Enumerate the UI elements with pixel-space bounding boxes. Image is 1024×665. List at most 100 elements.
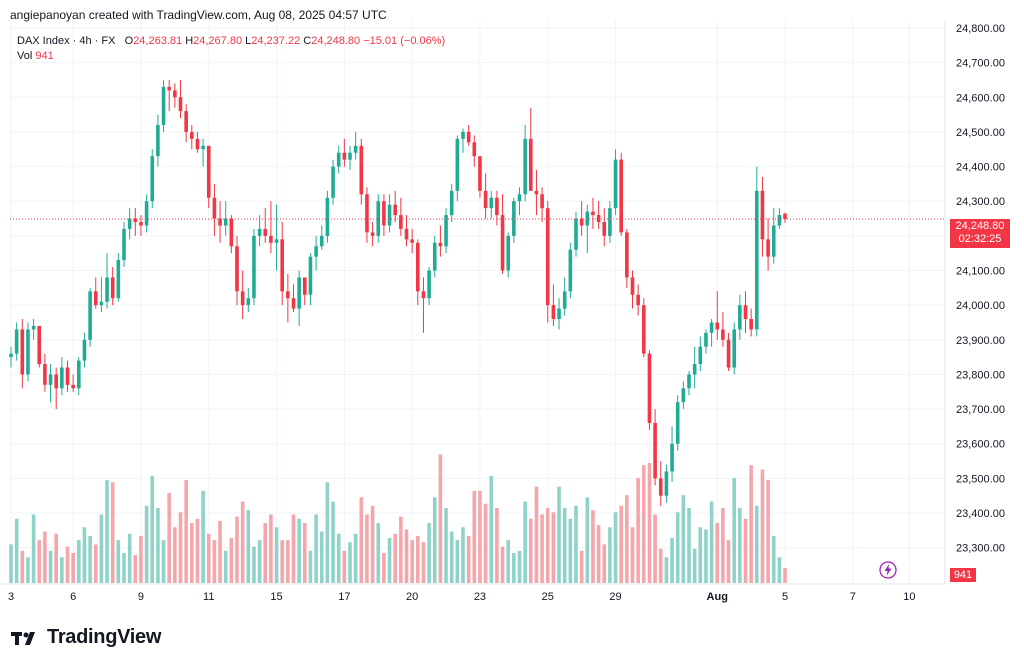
tradingview-logo[interactable]: TradingView xyxy=(11,626,161,649)
volume-row: Vol 941 xyxy=(17,49,445,64)
volume-bar xyxy=(562,508,567,583)
candle-body xyxy=(280,239,284,292)
volume-bar xyxy=(184,480,188,583)
volume-bar xyxy=(206,533,211,583)
volume-bar xyxy=(257,540,262,583)
attribution-text: angiepanoyan created with TradingView.co… xyxy=(10,8,387,22)
time-axis[interactable]: 3 6 9 11 15 17 20 23 25 29 Aug 5 7 10 xyxy=(8,591,916,603)
volume-bar xyxy=(506,540,510,583)
candle-body xyxy=(246,298,251,306)
volume-bar xyxy=(653,514,657,583)
candle-body xyxy=(150,156,155,202)
candle-body xyxy=(195,138,200,150)
volume-bar xyxy=(455,540,460,583)
volume-bar xyxy=(325,482,330,583)
tradingview-logo-text: TradingView xyxy=(47,626,162,648)
symbol-name[interactable]: DAX Index · 4h · FX xyxy=(17,35,116,47)
candle-body xyxy=(286,291,290,299)
volume-bar xyxy=(9,544,13,583)
high-label: H xyxy=(185,35,194,47)
candle-body xyxy=(585,211,590,226)
volume-bar xyxy=(93,544,98,583)
volume-bar xyxy=(692,548,697,583)
open-label: O xyxy=(124,35,134,47)
price-axis[interactable]: 23,300.00 23,400.00 23,500.00 23,600.00 23,7… xyxy=(956,23,1005,555)
volume-bar xyxy=(37,540,42,583)
volume-bar xyxy=(738,508,742,583)
candle-body xyxy=(664,471,669,496)
volume-bar xyxy=(110,482,115,583)
candle-body xyxy=(54,374,58,389)
price-tick-label: 23,600.00 xyxy=(956,439,1005,451)
candle-body xyxy=(529,138,533,191)
volume-bar xyxy=(461,527,465,583)
candle-body xyxy=(783,213,787,219)
volume-bar xyxy=(365,514,369,583)
candle-body xyxy=(732,329,736,368)
candle-body xyxy=(500,215,505,271)
volume-bar xyxy=(760,469,765,583)
volume-label[interactable]: Vol xyxy=(17,50,33,62)
candle-body xyxy=(43,364,47,385)
candle-body xyxy=(60,367,64,389)
candle-body xyxy=(416,242,420,292)
candle-body xyxy=(557,308,561,320)
candle-body xyxy=(562,291,567,309)
volume-bar xyxy=(698,527,703,583)
volume-bar xyxy=(150,475,155,583)
candle-body xyxy=(20,329,25,375)
candle-body xyxy=(755,190,759,330)
candle-body xyxy=(777,215,782,226)
volume-bar xyxy=(596,525,601,583)
candle-body xyxy=(421,291,426,299)
candle-body xyxy=(65,367,70,385)
volume-bar xyxy=(212,540,217,583)
volume-bar xyxy=(308,550,313,583)
candle-body xyxy=(771,225,776,257)
candle-body xyxy=(382,201,386,226)
volume-bar xyxy=(280,540,284,583)
candle-body xyxy=(625,232,629,278)
candles xyxy=(9,79,787,507)
candle-body xyxy=(766,239,770,257)
candle-body xyxy=(291,298,296,309)
volume-bar xyxy=(139,535,143,583)
volume-bar xyxy=(625,495,629,583)
volume-bar xyxy=(732,478,736,583)
candle-body xyxy=(257,228,262,236)
volume-bar xyxy=(585,497,590,583)
current-price-tag: 24,248.80 02:32:25 xyxy=(950,219,1010,248)
candle-body xyxy=(427,270,431,299)
candle-body xyxy=(483,190,488,209)
volume-value: 941 xyxy=(35,50,54,62)
candle-body xyxy=(749,319,753,330)
time-tick-label: 17 xyxy=(338,591,350,603)
volume-bar xyxy=(687,508,691,583)
candle-body xyxy=(14,329,19,354)
volume-bar xyxy=(540,514,544,583)
candle-body xyxy=(692,364,697,375)
volume-bar xyxy=(489,475,494,583)
candle-body xyxy=(517,194,522,202)
volume-bar xyxy=(466,535,471,583)
candle-body xyxy=(545,208,550,306)
volume-bar xyxy=(173,527,177,583)
volume-bar xyxy=(387,538,392,583)
volume-bar xyxy=(421,542,426,583)
time-tick-label: 5 xyxy=(782,591,788,603)
volume-bar xyxy=(252,546,256,583)
candle-body xyxy=(461,131,465,139)
volume-bar xyxy=(71,553,75,583)
candle-body xyxy=(229,218,234,247)
volume-bar xyxy=(342,550,347,583)
volume-bar xyxy=(399,516,403,583)
candle-body xyxy=(681,388,686,403)
volume-bar xyxy=(591,510,595,583)
candle-body xyxy=(489,197,494,209)
lightning-icon[interactable] xyxy=(879,561,897,584)
candle-body xyxy=(642,305,646,354)
candle-body xyxy=(331,166,335,198)
candle-body xyxy=(455,138,460,191)
volume-bar xyxy=(167,493,171,583)
